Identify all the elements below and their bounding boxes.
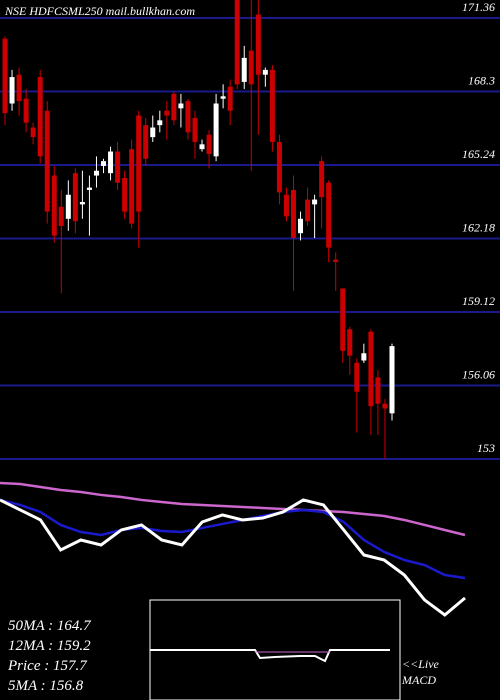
candle-body bbox=[185, 101, 191, 133]
candle-body bbox=[354, 362, 360, 392]
y-tick-label: 159.12 bbox=[462, 294, 495, 308]
macd-label: MACD bbox=[401, 673, 436, 687]
candle-body bbox=[213, 103, 219, 157]
candle-body bbox=[44, 110, 50, 212]
candle-body bbox=[347, 329, 353, 356]
ma-line bbox=[0, 498, 466, 617]
candle-body bbox=[255, 14, 261, 75]
candle-body bbox=[290, 189, 296, 239]
y-tick-label: 156.06 bbox=[462, 367, 495, 381]
ma-label: 12MA : 159.2 bbox=[8, 638, 91, 654]
y-tick-label: 171.36 bbox=[462, 0, 495, 14]
candle-body bbox=[122, 177, 128, 212]
y-tick-label: 165.24 bbox=[462, 147, 495, 161]
candle-body bbox=[199, 144, 205, 150]
price-panel: 153 156.06 159.12 162.18 165.24 168.3 171.36 bbox=[0, 0, 500, 460]
macd-panel bbox=[149, 599, 401, 700]
candle-body bbox=[93, 170, 99, 176]
ma-line bbox=[0, 498, 466, 580]
candle-body bbox=[51, 175, 57, 236]
ma-line bbox=[0, 481, 466, 537]
candle-body bbox=[340, 288, 346, 351]
macd-line bbox=[150, 649, 390, 663]
candle-body bbox=[86, 187, 92, 190]
candle-body bbox=[227, 86, 233, 111]
candle-body bbox=[164, 110, 170, 116]
candle-body bbox=[333, 259, 339, 263]
candle-body bbox=[171, 93, 177, 121]
ma-panel: 50MA : 164.7 12MA : 159.2 Price : 157.7 5MA… bbox=[0, 481, 466, 694]
candle-body bbox=[136, 115, 142, 212]
candle-body bbox=[79, 201, 85, 205]
candle-body bbox=[262, 69, 268, 75]
candle-body bbox=[72, 173, 78, 222]
y-tick-label: 168.3 bbox=[468, 74, 495, 88]
candle-body bbox=[375, 377, 381, 404]
candle-body bbox=[178, 103, 184, 109]
candle-body bbox=[305, 199, 311, 222]
candle-body bbox=[241, 57, 247, 82]
candle-body bbox=[129, 149, 135, 224]
candle-body bbox=[234, 0, 240, 85]
candle-body bbox=[326, 182, 332, 248]
candle-body bbox=[192, 117, 198, 142]
candle-body bbox=[150, 127, 156, 138]
candle-body bbox=[276, 141, 282, 193]
ma-label: 50MA : 164.7 bbox=[8, 618, 92, 634]
candle-body bbox=[2, 38, 8, 114]
candle-body bbox=[115, 151, 121, 183]
candle-body bbox=[9, 77, 15, 104]
candle-body bbox=[382, 403, 388, 409]
candle-body bbox=[157, 120, 163, 126]
candle-body bbox=[248, 50, 254, 85]
candle-body bbox=[319, 161, 325, 198]
candle-body bbox=[30, 127, 36, 138]
candle-body bbox=[389, 346, 395, 414]
candle-body bbox=[368, 331, 374, 407]
candle-body bbox=[220, 96, 226, 99]
candle-body bbox=[101, 161, 107, 166]
candle-body bbox=[65, 194, 71, 219]
y-tick-label: 153 bbox=[477, 441, 495, 455]
candle-body bbox=[37, 77, 43, 157]
candle-body bbox=[58, 206, 64, 226]
candle-body bbox=[23, 98, 29, 123]
macd-label: <<Live bbox=[402, 657, 440, 671]
chart-title: NSE HDFCSML250 mail.bullkhan.com bbox=[4, 4, 195, 18]
candle-body bbox=[108, 151, 114, 174]
candle-body bbox=[206, 134, 212, 154]
candle-body bbox=[312, 199, 318, 205]
candle-body bbox=[298, 218, 304, 234]
candle-body bbox=[361, 353, 367, 361]
candle-body bbox=[283, 194, 289, 217]
ma-label: 5MA : 156.8 bbox=[8, 678, 84, 694]
ma-label: Price : 157.7 bbox=[7, 658, 88, 674]
y-tick-label: 162.18 bbox=[462, 220, 495, 234]
candle-body bbox=[269, 69, 275, 142]
candle-body bbox=[16, 74, 22, 102]
candle-body bbox=[143, 125, 149, 159]
